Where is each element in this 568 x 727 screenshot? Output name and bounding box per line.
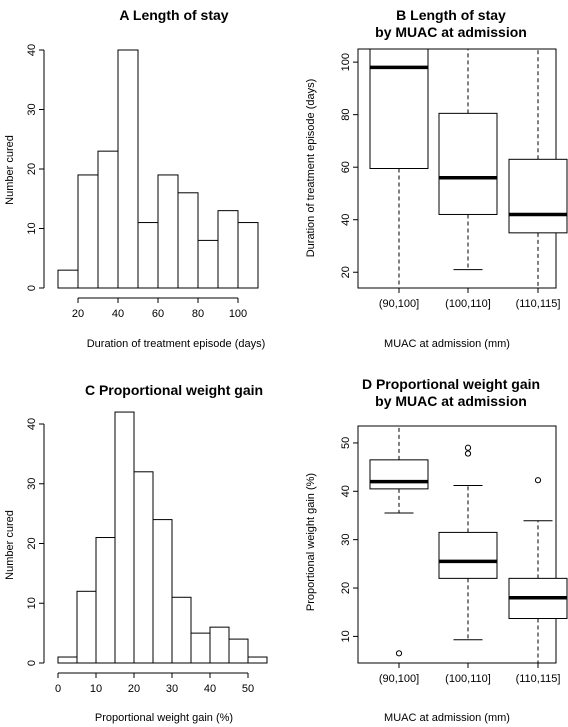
x-tick-label: 0 [55,683,61,695]
y-tick-label: 0 [26,285,38,291]
histogram-bar [197,239,219,289]
y-tick-label: 20 [26,163,38,175]
x-tick-label: 20 [72,308,84,320]
x-tick-label: 100 [229,308,247,320]
outlier-point [464,444,472,451]
y-tick-label: 20 [340,266,352,278]
panel-b-title-line1: B Length of stay [396,7,506,23]
panel-b-xlabel: MUAC at admission (mm) [384,338,510,350]
outlier-point [534,477,542,484]
panel-a-xlabel: Duration of treatment episode (days) [87,338,266,350]
y-tick-label: 30 [26,103,38,115]
histogram-bar [177,192,199,289]
y-tick-label: 40 [26,418,38,430]
x-tick-label: (90,100] [379,298,419,310]
histogram-bar [137,222,159,289]
y-tick-label: 40 [340,485,352,497]
histogram-bar [133,471,154,664]
panel-b-ylabel: Duration of treatment episode (days) [305,79,317,258]
x-tick-label: (110,115] [516,298,561,310]
x-tick-label: (90,100] [379,673,419,685]
panel-d-xlabel: MUAC at admission (mm) [384,712,510,724]
panel-d-boxplot: D Proportional weight gain by MUAC at ad… [305,376,568,724]
histogram-bar [152,519,173,664]
histogram-bar [77,174,99,289]
x-tick-label: 50 [242,683,254,695]
panel-b-title-line2: by MUAC at admission [375,24,527,40]
x-tick-label: 30 [166,683,178,695]
y-tick-label: 10 [26,597,38,609]
y-tick-label: 40 [340,214,352,226]
histogram-bar [114,411,135,664]
histogram-bar [190,632,211,664]
histogram-bar [57,269,79,289]
histogram-bar [217,210,239,289]
x-tick-label: (110,115] [516,673,561,685]
panel-d-ylabel: Proportional weight gain (%) [305,473,317,611]
x-tick-label: 40 [204,683,216,695]
box-iqr [508,158,568,234]
panel-d-title-line1: D Proportional weight gain [362,376,540,392]
histogram-bar [76,590,97,664]
histogram-bar [228,638,249,664]
panel-c-ylabel: Number cured [4,510,16,580]
box-iqr [438,531,498,579]
panel-a-title: A Length of stay [119,7,228,23]
outlier-point [395,650,403,657]
histogram-bar [237,222,259,289]
y-tick-label: 50 [340,437,352,449]
y-tick-label: 0 [26,660,38,666]
histogram-bar [171,596,192,664]
panel-c-xlabel: Proportional weight gain (%) [95,712,233,724]
x-tick-label: 40 [112,308,124,320]
panel-d-title-line2: by MUAC at admission [375,393,527,409]
y-tick-label: 10 [26,222,38,234]
box-iqr [369,459,429,490]
y-tick-label: 30 [26,478,38,490]
panel-c-histogram: C Proportional weight gain Proportional … [4,382,268,724]
plot-frame [357,425,557,664]
panel-a-ylabel: Number cured [4,135,16,205]
x-tick-label: (100,110] [445,298,491,310]
histogram-bar [95,537,116,664]
y-tick-label: 40 [26,44,38,56]
panel-b-boxplot: B Length of stay by MUAC at admission MU… [305,7,568,350]
histogram-bar [117,49,139,289]
x-tick-label: 60 [152,308,164,320]
x-tick-label: 80 [192,308,204,320]
y-tick-label: 20 [26,537,38,549]
x-tick-label: 20 [128,683,140,695]
histogram-bar [247,656,268,664]
histogram-bar [97,150,119,289]
x-tick-label: (100,110] [445,673,491,685]
histogram-bar [209,626,230,664]
y-tick-label: 100 [340,53,352,71]
y-tick-label: 10 [340,630,352,642]
x-tick-label: 10 [90,683,102,695]
box-iqr [438,112,498,215]
y-tick-label: 20 [340,582,352,594]
outlier-point [464,450,472,457]
panel-c-title: C Proportional weight gain [85,382,263,398]
histogram-bar [157,174,179,289]
y-tick-label: 30 [340,534,352,546]
y-tick-label: 60 [340,161,352,173]
y-tick-label: 80 [340,109,352,121]
panel-a-histogram: A Length of stay Duration of treatment e… [4,7,265,350]
histogram-bar [57,656,78,664]
